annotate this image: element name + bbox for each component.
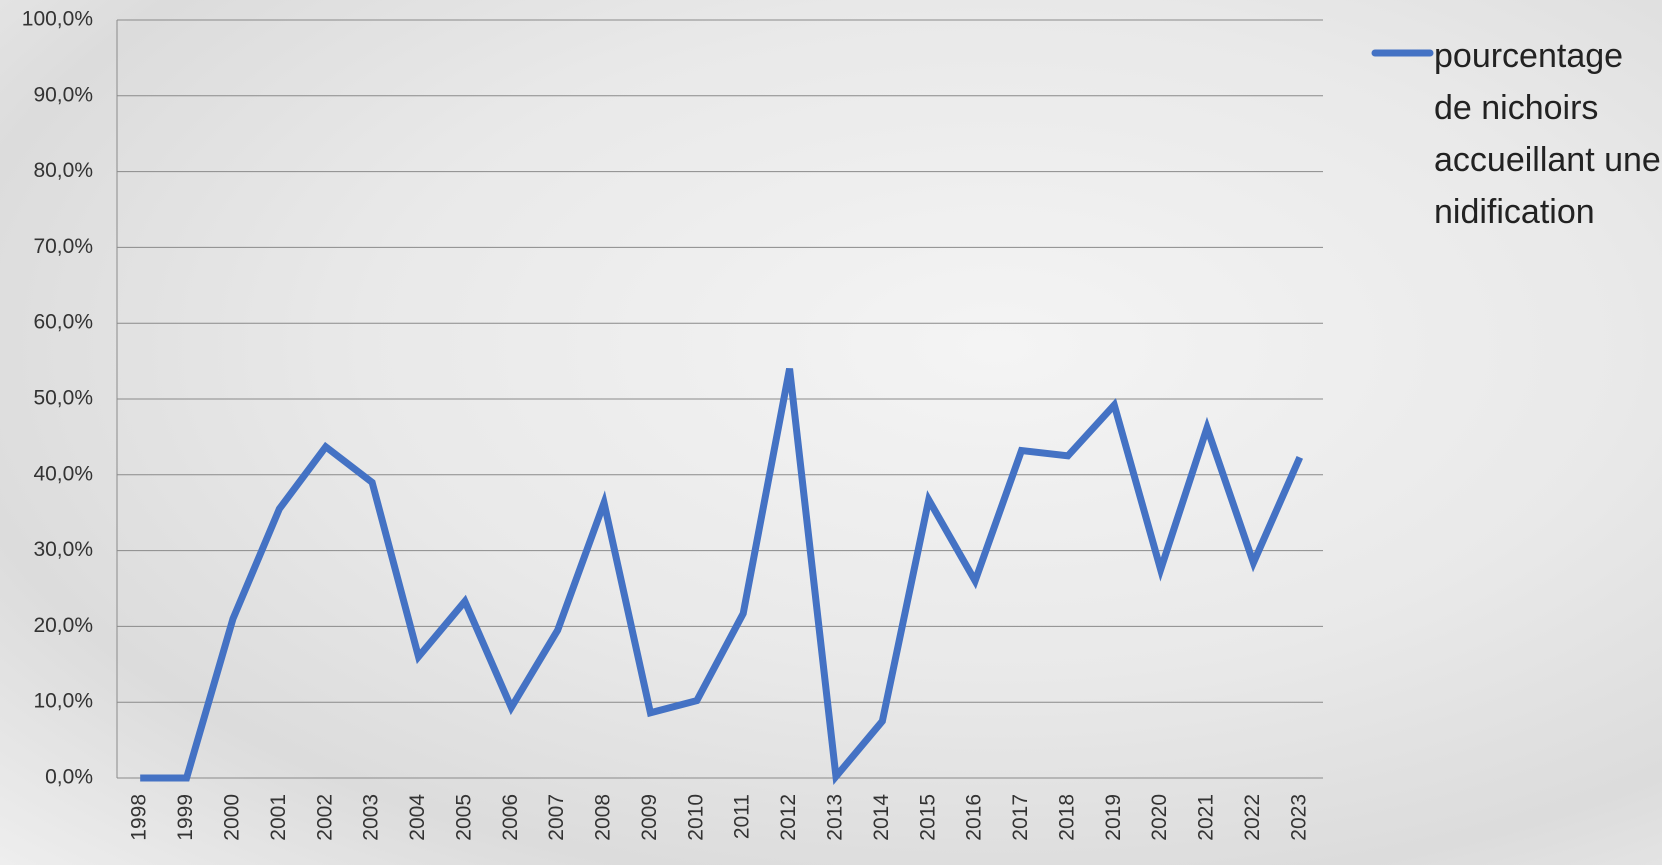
- y-tick-label: 40,0%: [33, 462, 93, 485]
- y-tick-label: 70,0%: [33, 235, 93, 258]
- y-tick-label: 20,0%: [33, 614, 93, 637]
- y-tick-label: 50,0%: [33, 387, 93, 410]
- y-tick-label: 10,0%: [33, 690, 93, 713]
- x-tick-label: 2018: [1055, 794, 1078, 841]
- x-tick-label: 2007: [545, 794, 568, 841]
- y-tick-label: 60,0%: [33, 311, 93, 334]
- x-tick-label: 2023: [1287, 794, 1310, 841]
- x-tick-label: 2006: [499, 794, 522, 841]
- x-tick-label: 2003: [360, 794, 383, 841]
- x-tick-label: 2005: [452, 794, 475, 841]
- x-tick-label: 2021: [1195, 794, 1218, 841]
- x-tick-label: 2008: [592, 794, 615, 841]
- x-tick-label: 2012: [777, 794, 800, 841]
- x-tick-label: 2011: [731, 794, 754, 839]
- legend-label: pourcentage de nichoirs accueillant une …: [1434, 37, 1661, 231]
- x-tick-label: 2000: [221, 794, 244, 841]
- x-tick-label: 1999: [174, 794, 197, 841]
- x-tick-label: 2016: [963, 794, 986, 841]
- x-tick-label: 2020: [1148, 794, 1171, 841]
- y-tick-label: 90,0%: [33, 83, 93, 106]
- x-tick-label: 2022: [1241, 794, 1264, 841]
- x-tick-label: 2001: [267, 794, 290, 841]
- x-tick-label: 2002: [313, 794, 336, 841]
- x-tick-label: 2013: [824, 794, 847, 841]
- y-tick-label: 100,0%: [22, 8, 93, 31]
- x-tick-label: 2014: [870, 794, 893, 841]
- x-tick-label: 2004: [406, 794, 429, 841]
- x-tick-label: 2017: [1009, 794, 1032, 841]
- x-tick-label: 2009: [638, 794, 661, 841]
- data-line: [140, 368, 1304, 785]
- x-tick-label: 2015: [916, 794, 939, 841]
- x-tick-label: 2010: [684, 794, 707, 841]
- x-tick-label: 2019: [1102, 794, 1125, 841]
- x-tick-label: 1998: [128, 794, 151, 841]
- y-tick-label: 80,0%: [33, 159, 93, 182]
- y-tick-label: 30,0%: [33, 538, 93, 561]
- y-tick-label: 0,0%: [45, 766, 93, 789]
